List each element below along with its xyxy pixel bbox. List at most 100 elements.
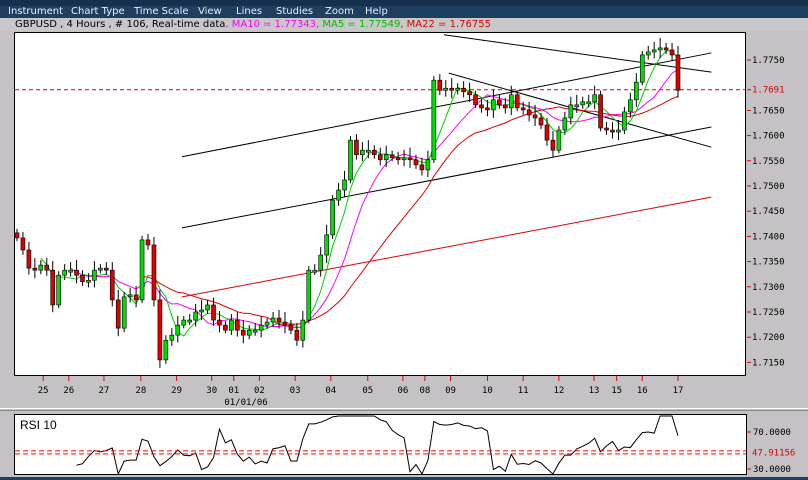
x-tick-label: 12 <box>553 386 564 396</box>
x-tick-label: 04 <box>325 386 336 396</box>
x-tick-label: 11 <box>518 386 529 396</box>
trendline <box>443 34 712 73</box>
candle-body <box>169 334 175 341</box>
candle-body <box>449 87 455 91</box>
menu-chart-type[interactable]: Chart Type <box>71 6 125 17</box>
candle-body <box>92 269 97 281</box>
y-tick-label: 1.7300 <box>752 283 785 293</box>
menu-time-scale[interactable]: Time Scale <box>134 6 189 17</box>
menu-lines[interactable]: Lines <box>236 6 263 17</box>
candle-body <box>294 329 300 341</box>
x-tick-label: 10 <box>482 386 493 396</box>
candle-body <box>121 296 127 329</box>
candle-body <box>109 269 115 301</box>
candle-body <box>580 101 586 106</box>
candle-body <box>669 49 675 56</box>
candle-body <box>628 99 633 113</box>
candle-body <box>598 94 603 129</box>
candle-body <box>258 324 264 331</box>
candle-body <box>217 319 222 326</box>
candle-body <box>145 239 151 246</box>
trendline <box>181 52 712 158</box>
x-tick-label: 08 <box>419 386 430 396</box>
candle-body <box>562 117 568 131</box>
candle-body <box>199 309 204 313</box>
y-tick-label: 1.7250 <box>752 308 785 318</box>
rsi-panel[interactable] <box>14 414 747 475</box>
rsi-tick-label: 30.0000 <box>753 465 791 475</box>
menu-zoom[interactable]: Zoom <box>325 6 354 17</box>
candle-body <box>622 111 627 131</box>
x-tick-label: 25 <box>38 386 49 396</box>
candle-body <box>550 139 556 151</box>
x-tick-label: 13 <box>589 386 600 396</box>
trendline <box>181 196 712 298</box>
candle-body <box>240 329 246 336</box>
candle-body <box>20 237 26 251</box>
candle-body <box>193 311 198 321</box>
candle-body <box>50 269 56 306</box>
candle-body <box>300 319 306 341</box>
trendline <box>181 126 712 229</box>
candle-body <box>663 47 669 51</box>
candle-body <box>223 324 228 331</box>
menu-view[interactable]: View <box>198 6 222 17</box>
candle-body <box>288 324 294 331</box>
panel-splitter[interactable] <box>0 408 808 411</box>
price-chart: 1.7750 1.7650 1.7600 1.7550 1.7500 1.7450 1.74… <box>15 34 785 408</box>
candle-body <box>15 232 20 239</box>
y-tick-label: 1.7150 <box>752 358 785 368</box>
x-tick-label: 05 <box>362 386 373 396</box>
candle-body <box>151 244 157 301</box>
candle-body <box>413 159 419 166</box>
rsi-title: RSI 10 <box>20 418 57 432</box>
candle-body <box>610 129 615 133</box>
candle-body <box>139 239 145 301</box>
candle-body <box>574 104 580 108</box>
plot-layer <box>15 34 745 368</box>
candle-body <box>229 319 234 331</box>
window-top-strip <box>0 0 808 6</box>
candle-body <box>383 154 389 161</box>
candle-body <box>371 149 377 156</box>
candle-body <box>634 81 639 101</box>
menu-help[interactable]: Help <box>365 6 388 17</box>
candle-body <box>514 94 520 109</box>
candle-body <box>437 79 443 91</box>
y-tick-label: 1.7500 <box>752 182 785 192</box>
candle-body <box>586 101 591 105</box>
x-tick-label: 15 <box>611 386 622 396</box>
candle-body <box>544 124 550 141</box>
candle-body <box>389 154 395 159</box>
x-tick-label: 02 <box>254 386 265 396</box>
candle-body <box>526 109 532 116</box>
candle-body <box>455 87 460 91</box>
x-tick-label: 01 <box>228 386 239 396</box>
x-tick-label: 26 <box>63 386 74 396</box>
candle-body <box>497 99 502 106</box>
ma5-info: , MA5 = 1.77549 <box>316 19 401 30</box>
x-tick-label: 29 <box>171 386 182 396</box>
window-bottom-strip <box>0 477 808 480</box>
x-tick-label: 17 <box>673 386 684 396</box>
candle-body <box>330 199 335 236</box>
candle-body <box>62 269 67 276</box>
y-tick-label: 1.7400 <box>752 232 785 242</box>
moving-average-ma5 <box>40 50 679 337</box>
menu-instrument[interactable]: Instrument <box>8 6 64 17</box>
candle-body <box>616 129 621 133</box>
symbol-info: GBPUSD , 4 Hours , # 106, Real-time data <box>15 19 226 30</box>
candle-body <box>592 94 597 103</box>
candle-body <box>74 269 79 276</box>
ma10-info: , MA10 = 1.77343 <box>225 19 317 30</box>
x-tick-label: 06 <box>397 386 408 396</box>
menu-bar: Instrument Chart Type Time Scale View Li… <box>0 6 808 18</box>
candle-body <box>264 321 270 326</box>
candle-body <box>675 54 681 91</box>
candle-body <box>604 127 609 131</box>
candle-body <box>651 49 657 53</box>
candle-body <box>556 129 562 151</box>
candle-body <box>26 249 32 269</box>
candle-body <box>538 117 544 126</box>
menu-studies[interactable]: Studies <box>276 6 314 17</box>
